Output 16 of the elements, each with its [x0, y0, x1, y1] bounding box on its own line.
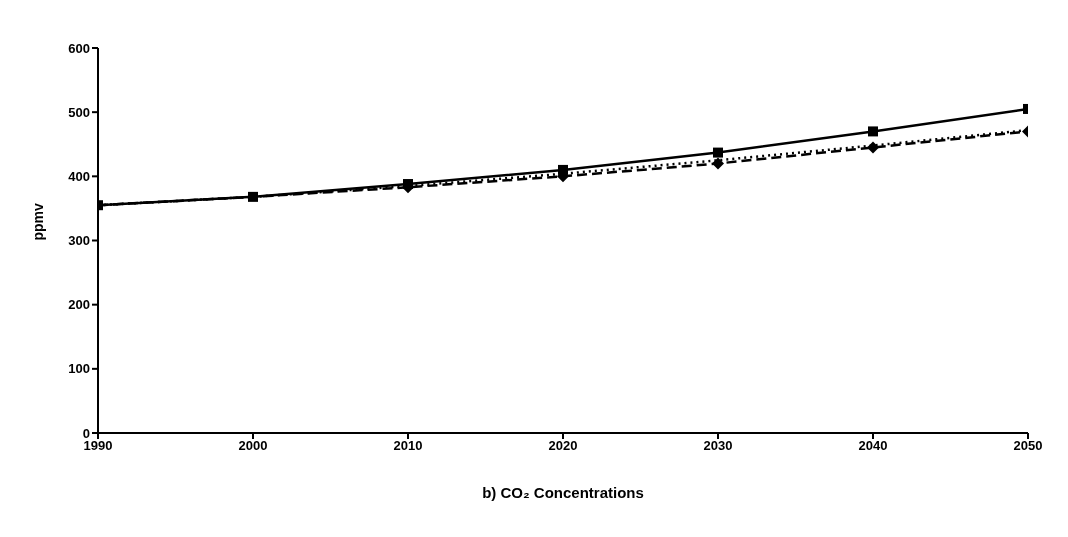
y-tick-label: 0: [82, 425, 90, 441]
x-tick-label: 2010: [393, 438, 423, 454]
y-tick-label: 200: [68, 297, 90, 313]
text: b) CO₂ Concentrations: [482, 484, 644, 501]
x-tick-label: 2020: [548, 438, 578, 454]
y-tick-label: 400: [68, 168, 90, 184]
x-tick-label: 1990: [83, 438, 113, 454]
x-tick-label: 2040: [858, 438, 888, 454]
y-tick-label: 100: [68, 361, 90, 377]
x-tick-label: 2030: [703, 438, 733, 454]
y-tick-label: 500: [68, 104, 90, 120]
y-tick-label: 300: [68, 233, 90, 249]
y-axis-title: ppmv: [29, 202, 46, 241]
y-tick-label: 600: [68, 40, 90, 56]
x-tick-label: 2050: [1013, 438, 1043, 454]
x-tick-label: 2000: [238, 438, 268, 454]
